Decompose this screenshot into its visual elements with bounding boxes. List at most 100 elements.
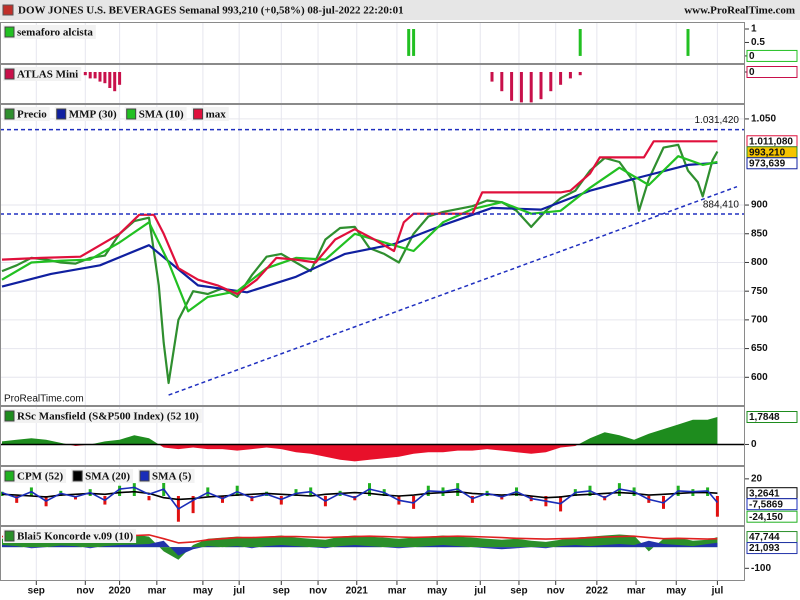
bar bbox=[162, 478, 166, 496]
x-tick-label: mar bbox=[388, 586, 406, 597]
bar bbox=[529, 72, 533, 103]
bar bbox=[250, 496, 254, 502]
legend-label: SMA (20) bbox=[85, 471, 130, 483]
legend-bg bbox=[3, 469, 67, 483]
legend-bg bbox=[3, 67, 82, 81]
plot-area bbox=[35, 65, 718, 103]
bar bbox=[235, 485, 239, 496]
x-tick-label: nov bbox=[547, 586, 565, 597]
bar bbox=[279, 496, 283, 505]
bar bbox=[113, 72, 117, 92]
legend-swatch bbox=[139, 470, 150, 482]
legend-label: max bbox=[206, 109, 227, 121]
trend-line bbox=[168, 185, 738, 396]
legend-swatch bbox=[193, 108, 204, 120]
bar bbox=[510, 72, 514, 101]
area bbox=[2, 444, 718, 462]
bar bbox=[539, 72, 543, 100]
legend-label: SMA (5) bbox=[152, 471, 192, 483]
level-label: 1.031,420 bbox=[695, 115, 740, 126]
y-tick-label: 850 bbox=[751, 228, 768, 239]
bar bbox=[578, 29, 582, 56]
bar bbox=[500, 72, 504, 92]
x-tick-label: sep bbox=[28, 586, 45, 597]
current-box bbox=[746, 510, 798, 523]
plot-area bbox=[1, 407, 744, 465]
x-tick-label: jul bbox=[473, 586, 486, 597]
y-tick-label: 800 bbox=[751, 257, 768, 268]
bar bbox=[93, 72, 97, 79]
line bbox=[1, 155, 718, 313]
x-tick-label: sep bbox=[273, 586, 290, 597]
y-tick-label: 0.5 bbox=[751, 37, 765, 48]
x-tick-label: mar bbox=[627, 586, 645, 597]
plot-area bbox=[35, 23, 718, 63]
legend-swatch bbox=[4, 68, 15, 80]
bar bbox=[294, 489, 298, 496]
legend-bg bbox=[54, 107, 120, 121]
current-box bbox=[746, 542, 798, 555]
legend-bg bbox=[71, 469, 134, 483]
plot-area bbox=[1, 105, 744, 405]
bar bbox=[191, 496, 195, 514]
bar bbox=[519, 72, 523, 103]
current-label: 47,744 bbox=[749, 532, 780, 543]
bar bbox=[686, 29, 690, 56]
bar bbox=[132, 483, 136, 496]
legend-swatch bbox=[126, 108, 137, 120]
legend-label: RSc Mansfield (S&P500 Index) (52 10) bbox=[17, 411, 199, 423]
bar bbox=[103, 72, 107, 84]
bar bbox=[221, 496, 224, 503]
current-box bbox=[746, 157, 798, 170]
current-label: 1.011,080 bbox=[749, 136, 793, 147]
panel bbox=[0, 64, 745, 104]
x-tick-label: 2020 bbox=[108, 586, 131, 597]
x-tick-label: nov bbox=[309, 586, 327, 597]
y-tick-label: 1.050 bbox=[751, 114, 776, 125]
line bbox=[1, 486, 719, 510]
legend-label: SMA (10) bbox=[139, 109, 184, 121]
legend-bg bbox=[3, 529, 137, 543]
legend-bg bbox=[124, 107, 187, 121]
current-label: 1,7848 bbox=[749, 412, 780, 423]
legend-bg bbox=[138, 469, 195, 483]
bar bbox=[568, 72, 572, 79]
bar bbox=[88, 72, 92, 79]
panel bbox=[0, 22, 745, 64]
current-label: -24,150 bbox=[749, 512, 783, 523]
x-tick-label: 2021 bbox=[346, 586, 369, 597]
y-tick-label: 650 bbox=[751, 343, 768, 354]
legend-swatch bbox=[4, 410, 15, 422]
watermark: ProRealTime.com bbox=[4, 394, 84, 405]
header-title: DOW JONES U.S. BEVERAGES Semanal 993,210… bbox=[18, 5, 404, 17]
header-icon bbox=[2, 4, 14, 16]
current-box bbox=[746, 49, 798, 62]
bar bbox=[490, 72, 494, 82]
level-label: 884,410 bbox=[703, 200, 740, 211]
legend-label: MMP (30) bbox=[69, 109, 117, 121]
current-label: 973,639 bbox=[749, 158, 786, 169]
legend-label: ATLAS Mini bbox=[17, 69, 78, 81]
bar bbox=[206, 487, 210, 496]
legend-swatch bbox=[4, 108, 15, 120]
bar bbox=[98, 72, 102, 82]
bar bbox=[549, 72, 553, 92]
legend-swatch bbox=[4, 26, 15, 38]
x-tick-label: jul bbox=[232, 586, 245, 597]
current-label: 993,210 bbox=[749, 147, 786, 158]
y-tick-label: 700 bbox=[751, 315, 768, 326]
y-tick-label: 600 bbox=[751, 372, 768, 383]
legend-swatch bbox=[4, 470, 15, 482]
legend-bg bbox=[3, 25, 96, 39]
line bbox=[1, 161, 718, 294]
legend-swatch bbox=[4, 530, 15, 542]
x-tick-label: 2022 bbox=[586, 586, 609, 597]
legend-swatch bbox=[72, 470, 83, 482]
x-tick-label: jul bbox=[711, 586, 724, 597]
bar bbox=[412, 29, 416, 56]
current-label: 3,2641 bbox=[749, 488, 780, 499]
area bbox=[2, 417, 718, 445]
panel bbox=[0, 104, 745, 406]
bar bbox=[578, 72, 582, 76]
